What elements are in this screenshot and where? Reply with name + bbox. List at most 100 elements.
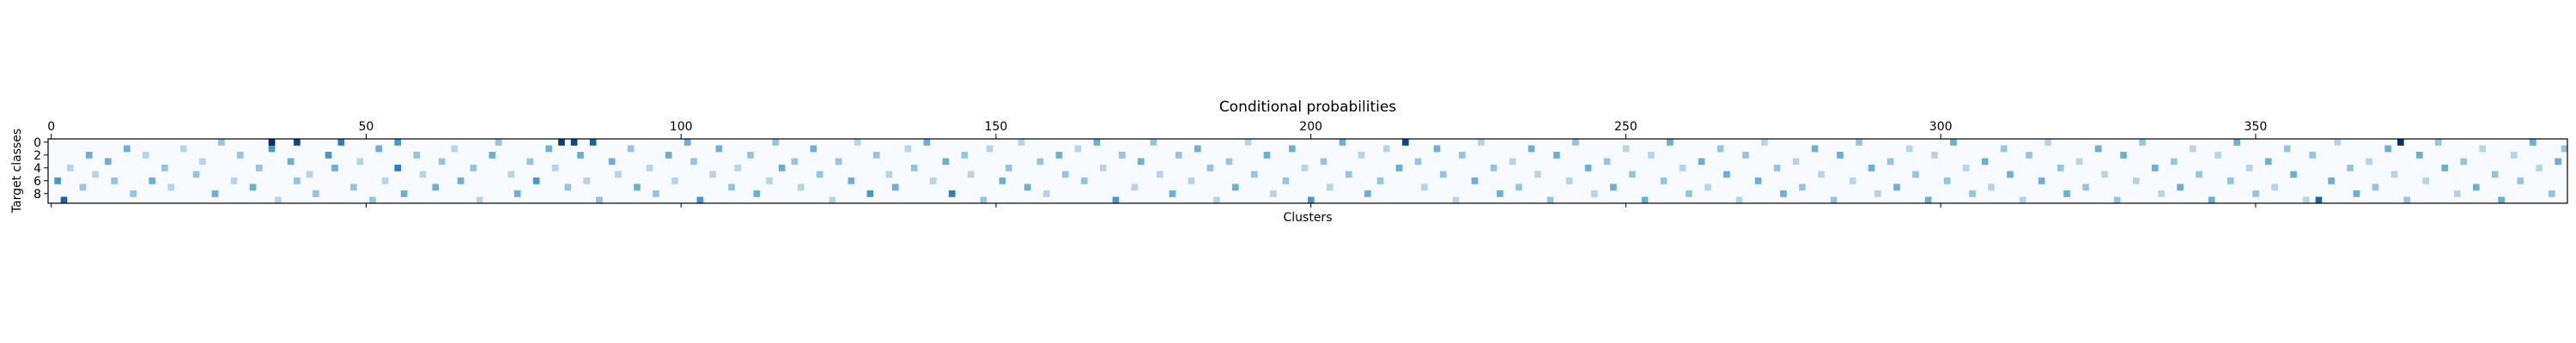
heatmap-cell [2170, 158, 2178, 165]
x-axis-label: Clusters [1284, 211, 1333, 225]
heatmap-cell [791, 158, 799, 165]
heatmap-cell [885, 171, 893, 178]
heatmap-cell [929, 178, 937, 184]
heatmap-cell [1061, 171, 1069, 178]
heatmap-cell [2561, 145, 2568, 153]
heatmap-cell [690, 158, 697, 165]
heatmap-cell [1414, 158, 1422, 165]
heatmap-cell [394, 139, 402, 146]
heatmap-cell [2189, 145, 2196, 153]
heatmap-cell [2233, 139, 2240, 146]
heatmap-cell [1118, 152, 1126, 159]
x-tick-label: 150 [985, 120, 1008, 134]
heatmap-cell [1459, 152, 1466, 159]
heatmap-cell [671, 178, 678, 184]
heatmap-cell [2491, 171, 2499, 178]
heatmap-cell [2536, 165, 2543, 172]
y-tick-label: 6 [33, 175, 41, 189]
x-tick-label: 300 [1929, 120, 1953, 134]
heatmap-cell [1622, 145, 1630, 153]
x-tick-label: 100 [670, 120, 693, 134]
x-tick-label: 200 [1299, 120, 1322, 134]
heatmap-cell [1225, 158, 1233, 165]
heatmap-cell [1516, 184, 1522, 191]
heatmap-cell [854, 139, 861, 146]
heatmap-cell [627, 145, 635, 153]
heatmap-cell [2026, 152, 2032, 159]
heatmap-cell [551, 165, 559, 172]
heatmap-cell [728, 184, 735, 191]
heatmap-cell [476, 196, 483, 204]
heatmap-cell [1490, 165, 1498, 172]
y-axis-label: Target classes [10, 129, 24, 214]
heatmap-cell [1528, 145, 1535, 153]
heatmap-cell [942, 158, 950, 165]
heatmap-cell [835, 158, 842, 165]
heatmap-cell [848, 178, 855, 184]
heatmap-cell [2510, 152, 2518, 159]
heatmap-cell [1962, 165, 1970, 172]
heatmap-cell [331, 165, 338, 172]
heatmap-cell [2063, 190, 2070, 197]
heatmap-cell [2264, 158, 2272, 165]
heatmap-cell [1080, 178, 1088, 184]
heatmap-cell [325, 152, 332, 159]
heatmap-cell [810, 145, 817, 153]
top-x-ticks: 0 50 100 150 200 250 300 350 [47, 120, 2267, 139]
heatmap-cell [1509, 158, 1516, 165]
heatmap-cell [1641, 196, 1649, 204]
heatmap-cell [256, 165, 263, 172]
x-tick-label: 250 [1614, 120, 1637, 134]
heatmap-cell [2271, 184, 2278, 191]
heatmap-cell [1546, 196, 1554, 204]
x-tick-label: 0 [47, 120, 55, 134]
heatmap-cell [1327, 184, 1334, 191]
y-tick-label: 2 [33, 149, 41, 163]
heatmap-cell [1099, 165, 1107, 172]
heatmap-cell [910, 165, 918, 172]
heatmap-cell [2415, 152, 2423, 159]
heatmap-cell [570, 139, 578, 146]
y-tick-label: 0 [33, 136, 41, 150]
heatmap-cell [2139, 139, 2146, 146]
heatmap-cell [1735, 196, 1743, 204]
heatmap-cell [2315, 196, 2323, 204]
heatmap-cell [2101, 171, 2108, 178]
heatmap-cell [507, 171, 515, 178]
heatmap-cell [1591, 190, 1598, 197]
heatmap-cell [237, 152, 244, 159]
heatmap-cell [1830, 196, 1838, 204]
y-tick-label: 8 [33, 188, 41, 202]
heatmap-cell [2113, 196, 2121, 204]
heatmap-cell [2441, 165, 2448, 172]
heatmap-cell [1471, 178, 1479, 184]
heatmap-cell [1194, 145, 1201, 153]
heatmap-cell [797, 184, 805, 191]
heatmap-cell [294, 178, 301, 184]
heatmap-cell [313, 190, 319, 197]
heatmap-cell [211, 190, 219, 197]
heatmap-cell [2196, 171, 2202, 178]
heatmap-cell [111, 178, 118, 184]
heatmap-cell [2517, 178, 2524, 184]
heatmap-cell [1074, 145, 1082, 153]
heatmap-cell [1943, 178, 1951, 184]
heatmap-cell [218, 139, 225, 146]
x-tick-label: 350 [2245, 120, 2268, 134]
heatmap-cell [2353, 190, 2360, 197]
heatmap-cell [2283, 145, 2291, 153]
heatmap-cell [986, 145, 993, 153]
heatmap-cell [130, 190, 137, 197]
heatmap-cell [1055, 152, 1063, 159]
heatmap-cell [923, 139, 931, 146]
heatmap-cell [60, 196, 68, 204]
heatmap-cell [1912, 171, 1919, 178]
heatmap-cell [2290, 171, 2297, 178]
heatmap-cell [375, 145, 383, 153]
heatmap-cell [1792, 158, 1800, 165]
heatmap-cell [438, 158, 446, 165]
heatmap-cell [1716, 145, 1724, 153]
heatmap-cell [646, 165, 653, 172]
heatmap-cell [1175, 152, 1182, 159]
heatmap-cell [1231, 184, 1239, 191]
